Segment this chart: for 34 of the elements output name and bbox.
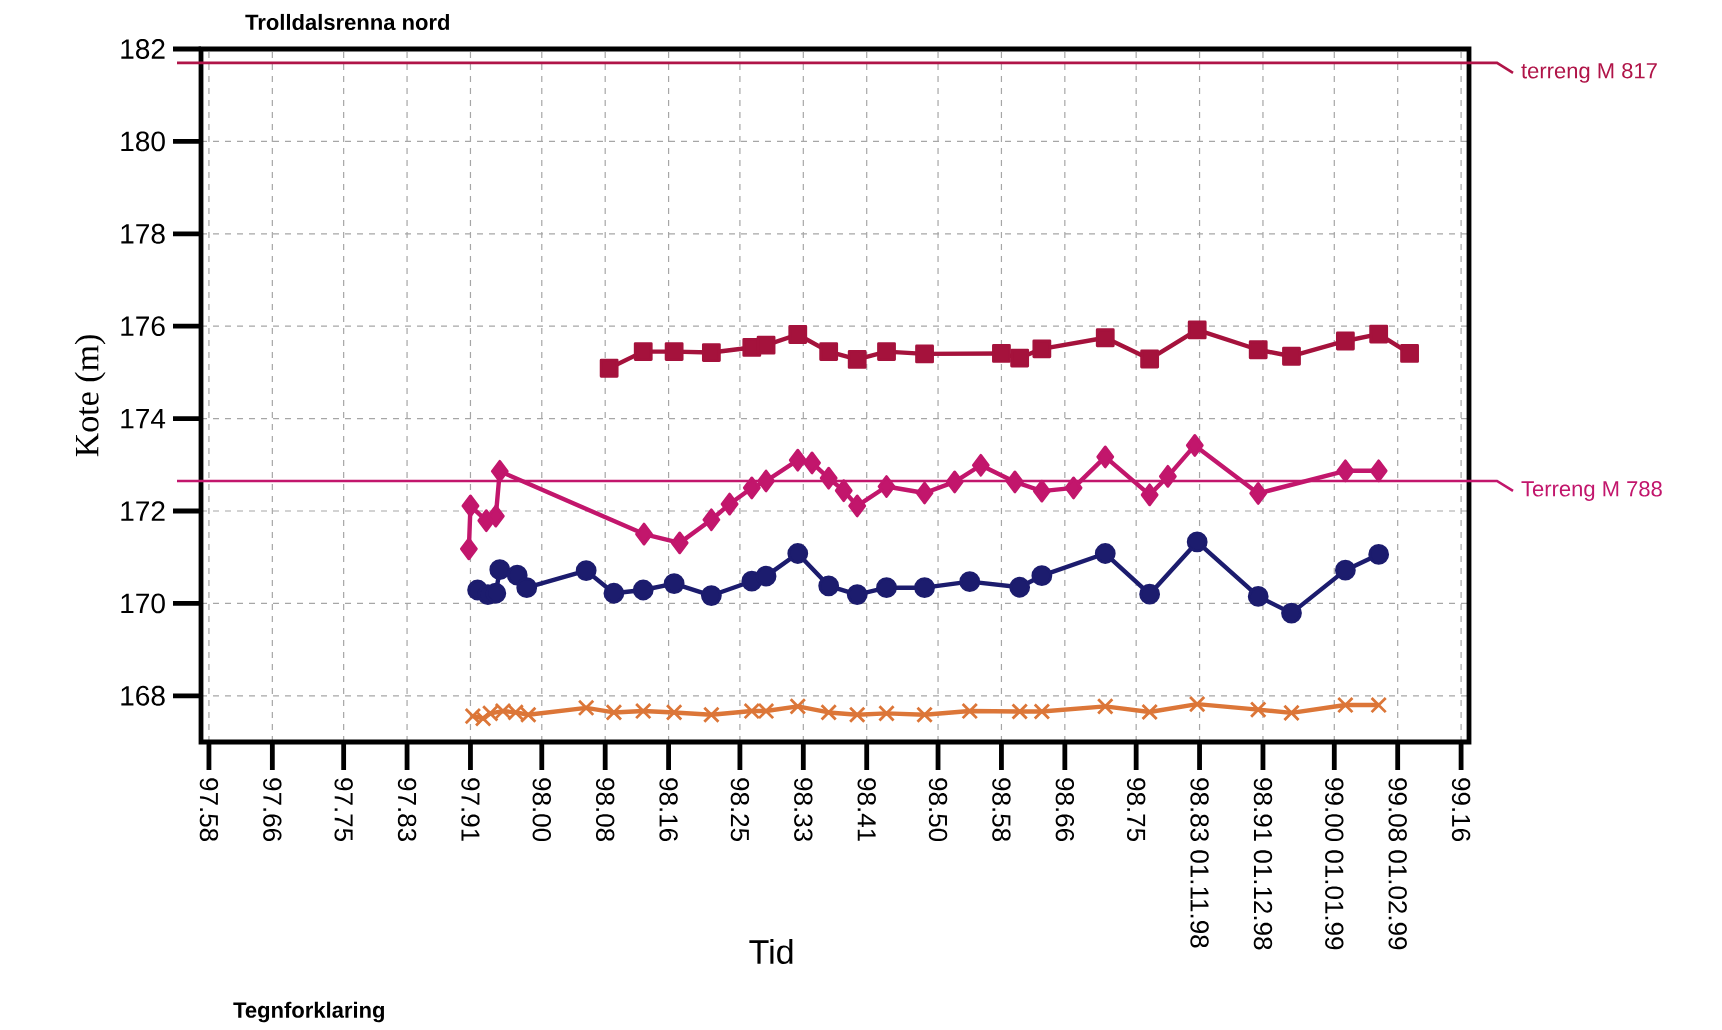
x-tick-label: 99.00 01.01.99 [1325,778,1344,950]
x-tick-label: 98.83 01.11.98 [1190,778,1209,948]
x-tick-label: 98.33 [794,778,813,841]
y-tick-label: 168 [121,685,165,706]
x-axis-title: Tid [749,939,793,965]
x-tick-label: 98.66 [1055,778,1075,841]
x-tick-label: 98.41 [857,778,876,841]
x-tick-label: 99.16 [1451,778,1471,841]
y-axis-title: Kote (m) [74,335,106,457]
x-tick-label: 98.91 01.12.98 [1253,778,1273,950]
x-tick-label: 98.25 [730,778,750,842]
x-tick-label: 98.50 [928,778,948,842]
x-tick-label: 98.75 [1126,778,1146,842]
x-tick-label: 97.66 [263,778,282,841]
y-tick-label: 174 [121,408,166,429]
x-tick-label: 98.08 [595,778,615,841]
chart-title: Trolldalsrenna nord [245,13,449,31]
ref-line-label: terreng M 817 [1521,62,1657,83]
ref-line-label: Terreng M 788 [1521,481,1662,501]
x-tick-label: 97.91 [461,778,480,841]
y-tick-label: 170 [121,593,165,614]
x-tick-label: 97.75 [334,778,353,842]
y-tick-label: 176 [121,316,165,337]
x-tick-label: 98.58 [992,778,1011,841]
x-tick-label: 97.58 [199,778,219,841]
x-tick-label: 97.83 [397,778,417,841]
x-tick-label: 99.08 01.02.99 [1388,778,1407,950]
x-tick-label: 98.00 [532,778,551,842]
text: Tegnforklaring [233,1001,384,1023]
x-tick-label: 98.16 [659,778,678,841]
y-tick-label: 178 [121,223,165,244]
y-tick-label: 182 [121,39,165,59]
y-tick-label: 172 [121,501,165,521]
y-tick-label: 180 [121,131,165,152]
